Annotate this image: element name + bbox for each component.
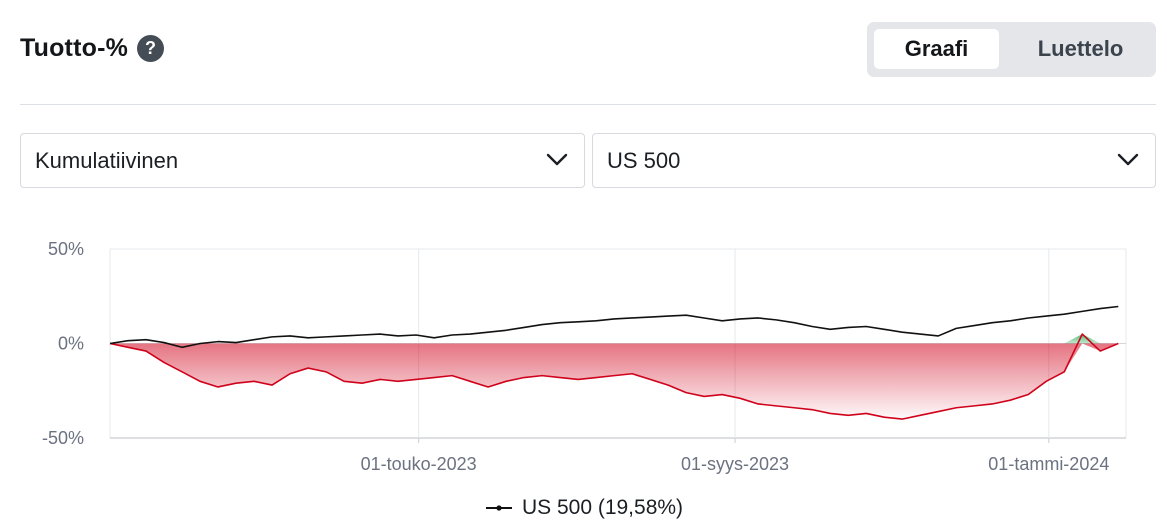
instrument-select[interactable]: US 500: [592, 133, 1156, 188]
mode-select-value: Kumulatiivinen: [35, 147, 179, 173]
view-toggle: Graafi Luettelo: [867, 22, 1156, 77]
series-line-us500: [109, 305, 1119, 349]
legend[interactable]: US 500 (19,58%): [0, 496, 1167, 520]
legend-label: US 500 (19,58%): [521, 496, 684, 519]
title-group: Tuotto-% ?: [20, 34, 165, 63]
mode-select[interactable]: Kumulatiivinen: [20, 133, 585, 188]
y-tick-label: 0%: [58, 334, 84, 354]
drawdown-line: [109, 333, 1119, 420]
tab-list[interactable]: Luettelo: [1037, 36, 1124, 61]
tab-graph[interactable]: Graafi: [874, 29, 999, 69]
returns-chart: 01-touko-2023 01-syys-2023 01-tammi-2024 50…: [42, 239, 1127, 474]
x-tick-label: 01-syys-2023: [681, 454, 789, 474]
legend-line-icon: [485, 505, 512, 511]
chevron-down-icon: [1117, 153, 1139, 166]
x-tick-label: 01-tammi-2024: [988, 454, 1109, 474]
header: Tuotto-% ? Graafi Luettelo: [20, 22, 1156, 78]
drawdown-negative-area: [110, 343, 1119, 420]
instrument-select-value: US 500: [607, 147, 681, 173]
y-tick-label: -50%: [42, 428, 84, 448]
question-circle-icon[interactable]: ?: [137, 35, 165, 62]
chevron-down-icon: [546, 153, 568, 166]
x-tick-label: 01-touko-2023: [361, 454, 477, 474]
y-tick-label: 50%: [48, 239, 84, 259]
page-title: Tuotto-%: [20, 34, 129, 62]
divider: [20, 104, 1156, 105]
